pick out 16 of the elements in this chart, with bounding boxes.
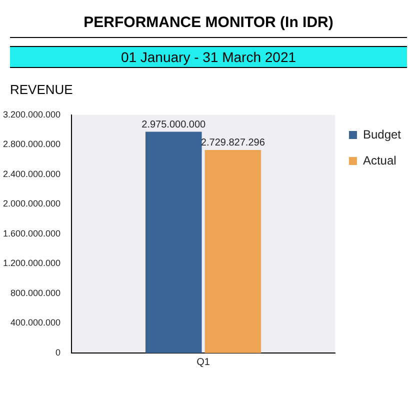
y-tick-label: 2.800.000.000 <box>2 139 61 150</box>
y-tick-label: 3.200.000.000 <box>2 109 61 120</box>
chart-subtitle: 01 January - 31 March 2021 <box>10 46 407 68</box>
y-axis-title: REVENUE <box>10 82 74 97</box>
y-tick-label: 400.000.000 <box>10 318 61 328</box>
legend-label: Actual <box>362 153 396 168</box>
x-tick-label: Q1 <box>196 356 210 368</box>
y-tick-label: 0 <box>56 347 61 358</box>
chart-title: PERFORMANCE MONITOR (In IDR) <box>10 8 407 38</box>
y-tick-label: 1.200.000.000 <box>2 258 61 268</box>
data-label: 2.975.000.000 <box>142 119 206 130</box>
y-tick-label: 1.600.000.000 <box>2 228 61 238</box>
y-tick-label: 800.000.000 <box>10 288 61 298</box>
y-tick-label: 2.400.000.000 <box>2 168 61 179</box>
y-tick-label: 2.000.000.000 <box>2 198 61 209</box>
legend-label: Budget <box>362 127 402 142</box>
